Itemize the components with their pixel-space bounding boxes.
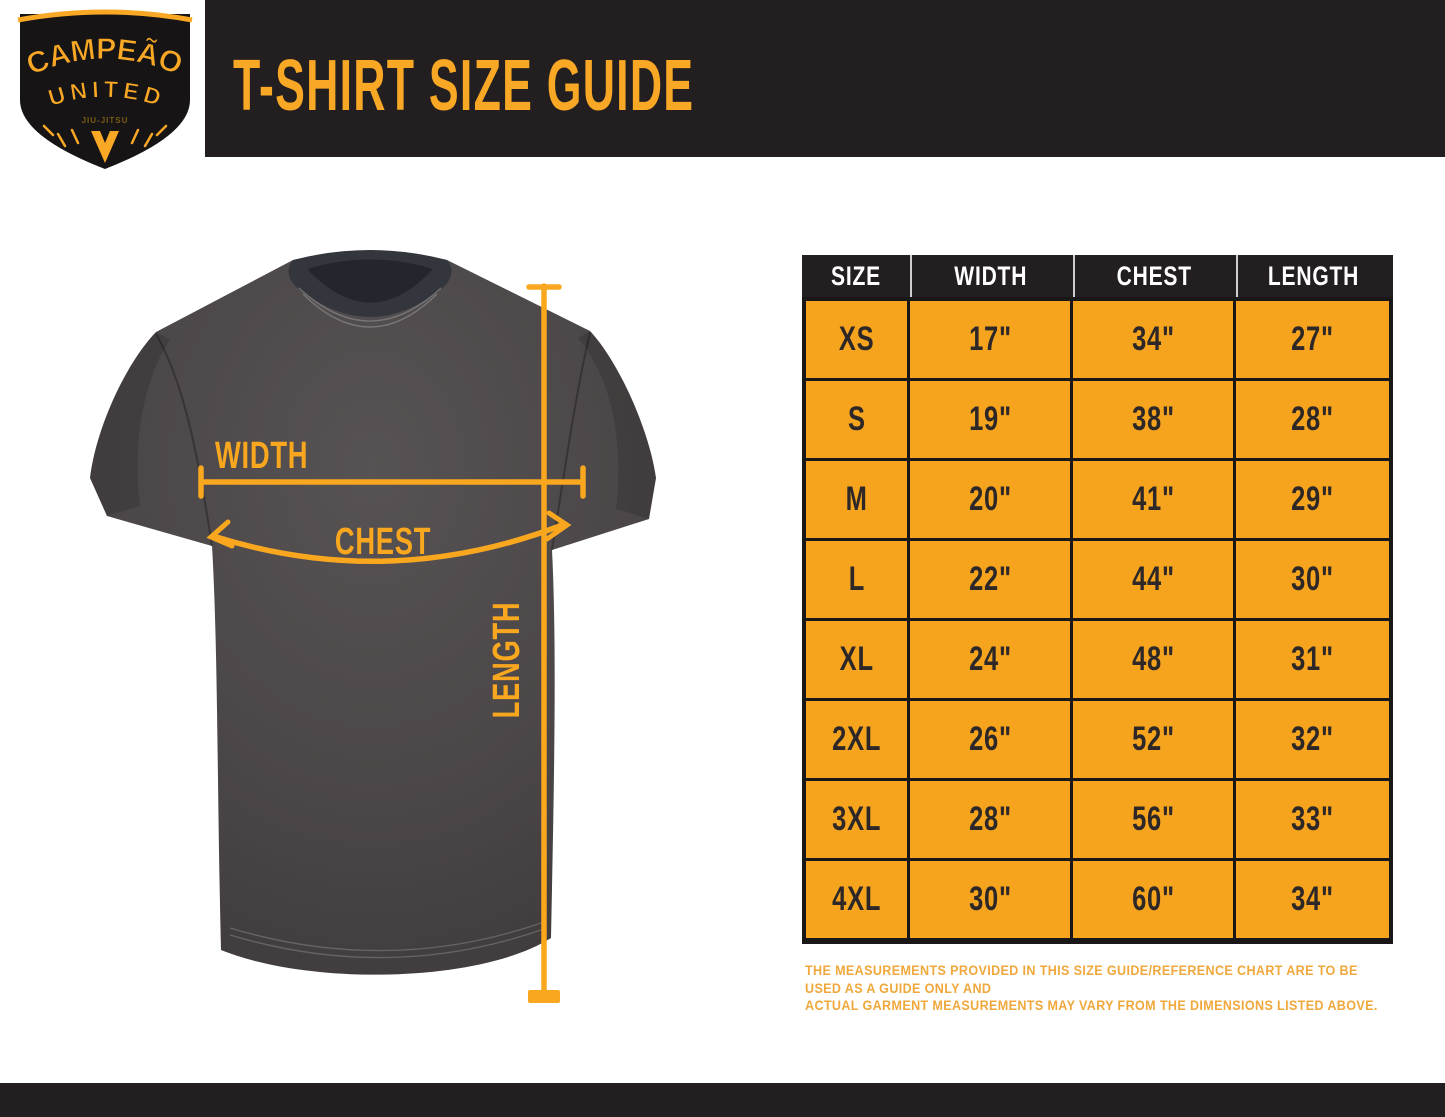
logo-top-arc [17,9,193,23]
collar-opening [307,259,433,303]
length-line-foot [528,990,560,1003]
header-bar: T-SHIRT SIZE GUIDE [205,0,1445,157]
measurement-cell: 24" [910,621,1070,698]
column-header-chest: CHEST [1073,255,1233,297]
measurement-cell: 19" [910,381,1070,458]
tshirt-diagram: WIDTH CHEST LENGTH [90,250,656,1003]
logo-claw-marks [42,124,168,148]
length-measure-line [526,283,562,995]
measurement-cell: 27" [1236,301,1389,378]
brand-logo: CAMPEÃO UNITED JIU-JITSU [17,9,193,169]
measurement-cell: 32" [1236,701,1389,778]
measurement-cell: 60" [1073,861,1233,938]
size-cell: XL [806,621,907,698]
size-table-header-row: SIZE WIDTH CHEST LENGTH [802,255,1393,297]
column-header-size: SIZE [831,260,882,291]
measurement-cell: 20" [910,461,1070,538]
measurement-cell: 26" [910,701,1070,778]
size-cell: 2XL [806,701,907,778]
size-cell: XS [806,301,907,378]
hem-stitching [229,921,545,959]
size-cell: S [806,381,907,458]
measurement-cell: 30" [1236,541,1389,618]
measurement-cell: 34" [1073,301,1233,378]
chest-label: CHEST [335,521,431,563]
width-label: WIDTH [215,435,308,477]
size-cell: L [806,541,907,618]
size-table: SIZE WIDTH CHEST LENGTH XS 17" 34" 27" S 19" 3… [802,255,1393,944]
measurement-cell: 41" [1073,461,1233,538]
size-cell: 4XL [806,861,907,938]
measurement-cell: 34" [1236,861,1389,938]
measurement-cell: 48" [1073,621,1233,698]
measurement-cell: 31" [1236,621,1389,698]
measurement-cell: 44" [1073,541,1233,618]
column-header-length: LENGTH [1236,255,1389,297]
disclaimer-line-1: THE MEASUREMENTS PROVIDED IN THIS SIZE G… [805,963,1358,996]
size-cell: M [806,461,907,538]
measurement-cell: 56" [1073,781,1233,858]
size-table-body: XS 17" 34" 27" S 19" 38" 28" M 20" 41" 29" L 22" 44" 30… [806,301,1389,938]
disclaimer-note: THE MEASUREMENTS PROVIDED IN THIS SIZE G… [805,962,1382,1015]
measurement-cell: 28" [1236,381,1389,458]
measurement-cell: 33" [1236,781,1389,858]
column-header-width: WIDTH [910,255,1070,297]
chest-measure-arc [210,521,568,565]
collar-stitching [298,287,442,328]
logo-monogram-v [91,131,119,163]
measurement-cell: 52" [1073,701,1233,778]
logo-tagline: JIU-JITSU [82,116,129,125]
measurement-cell: 30" [910,861,1070,938]
left-sleeve-shade [90,332,170,516]
length-label: LENGTH [486,602,528,719]
tshirt-body [90,251,656,975]
measurement-cell: 38" [1073,381,1233,458]
disclaimer-line-2: ACTUAL GARMENT MEASUREMENTS MAY VARY FRO… [805,998,1378,1013]
size-cell: 3XL [806,781,907,858]
right-sleeve-shade [578,331,656,519]
measurement-cell: 28" [910,781,1070,858]
logo-shield [20,14,190,169]
page-title: T-SHIRT SIZE GUIDE [233,46,695,126]
measurement-cell: 17" [910,301,1070,378]
measurement-annotations: WIDTH CHEST LENGTH [198,283,586,1003]
footer-bar [0,1083,1445,1117]
measurement-cell: 29" [1236,461,1389,538]
measurement-cell: 22" [910,541,1070,618]
width-measure-line [198,465,586,499]
chest-arc-arrowheads [206,510,572,549]
